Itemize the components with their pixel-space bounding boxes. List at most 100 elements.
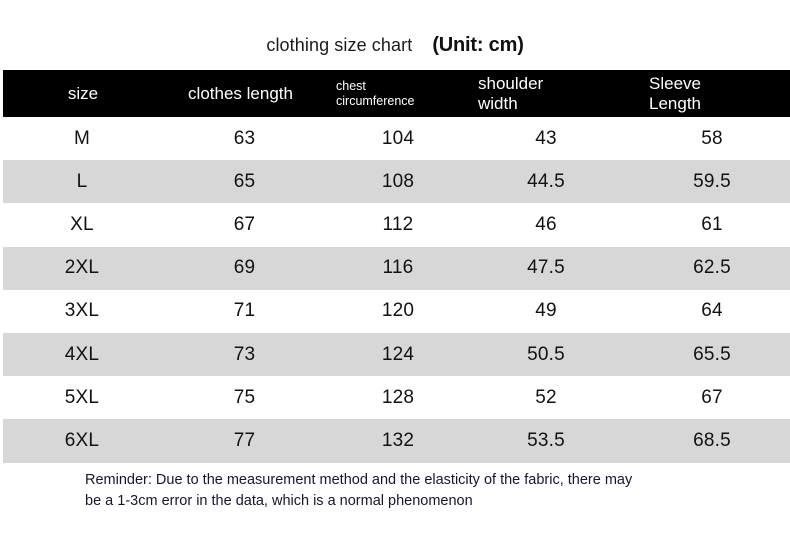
- cell-sleeve-length: 68.5: [620, 430, 790, 452]
- cell-value: 132: [381, 429, 415, 451]
- cell-value: 65.5: [693, 343, 731, 365]
- cell-value: 6XL: [64, 429, 100, 451]
- cell-size: 6XL: [3, 430, 163, 452]
- cell-shoulder-width: 49: [468, 300, 620, 322]
- cell-chest-circumference: 104: [318, 128, 468, 150]
- column-header-shoulder-width: shoulder width: [468, 74, 620, 113]
- cell-value: 61: [701, 213, 723, 235]
- cell-size: M: [3, 128, 163, 150]
- cell-chest-circumference: 112: [318, 214, 468, 236]
- cell-value: 63: [233, 127, 256, 149]
- cell-shoulder-width: 44.5: [468, 171, 620, 193]
- cell-size: 4XL: [3, 344, 163, 366]
- cell-sleeve-length: 62.5: [620, 257, 790, 279]
- cell-clothes-length: 73: [163, 344, 318, 366]
- cell-value: 59.5: [693, 170, 731, 192]
- cell-value: 112: [382, 213, 414, 235]
- cell-value: 62.5: [693, 257, 731, 279]
- column-header-chest-circumference: chest circumference: [318, 79, 468, 109]
- cell-value: 5XL: [64, 386, 100, 408]
- cell-size: XL: [3, 214, 163, 236]
- reminder-note: Reminder: Due to the measurement method …: [85, 470, 725, 511]
- table-body: M 63 104 43 58 L 65 108 44.5 59.5 XL 67 112 46 61 2XL 69…: [3, 117, 790, 463]
- cell-value: 44.5: [527, 170, 565, 192]
- table-header-row: size clothes length chest circumference …: [3, 70, 790, 117]
- cell-value: 46: [535, 213, 557, 235]
- column-header-size: size: [3, 84, 163, 104]
- cell-value: 67: [701, 386, 723, 408]
- chart-title-row: clothing size chart (Unit: cm): [0, 28, 790, 62]
- cell-value: 2XL: [64, 257, 100, 279]
- table-row: 2XL 69 116 47.5 62.5: [3, 246, 790, 290]
- cell-size: L: [3, 171, 163, 193]
- cell-clothes-length: 75: [163, 387, 318, 409]
- cell-clothes-length: 63: [163, 128, 318, 150]
- table-row: XL 67 112 46 61: [3, 203, 790, 247]
- unit-label: (Unit: cm): [432, 33, 524, 56]
- cell-value: 65: [233, 170, 256, 192]
- cell-sleeve-length: 61: [620, 214, 790, 236]
- cell-chest-circumference: 128: [318, 387, 468, 409]
- cell-value: 73: [233, 343, 256, 365]
- cell-value: 52: [535, 386, 557, 408]
- column-header-clothes-length-label: clothes length: [188, 83, 293, 103]
- column-header-shoulder-width-label: shoulder width: [478, 73, 544, 113]
- table-row: 4XL 73 124 50.5 65.5: [3, 332, 790, 377]
- column-header-sleeve-length: Sleeve Length: [620, 74, 790, 113]
- cell-value: 71: [233, 300, 256, 322]
- table-row: 6XL 77 132 53.5 68.5: [3, 419, 790, 463]
- cell-value: 120: [381, 300, 415, 322]
- cell-sleeve-length: 59.5: [620, 171, 790, 193]
- cell-value: 75: [233, 386, 256, 408]
- cell-chest-circumference: 116: [318, 257, 468, 279]
- cell-value: 3XL: [64, 300, 100, 322]
- cell-value: 77: [233, 429, 256, 451]
- cell-value: 53.5: [527, 429, 565, 451]
- cell-value: 58: [701, 127, 723, 149]
- cell-value: 47.5: [527, 257, 565, 279]
- cell-chest-circumference: 132: [318, 430, 468, 452]
- reminder-note-line-1: Reminder: Due to the measurement method …: [85, 472, 633, 488]
- cell-size: 3XL: [3, 300, 163, 322]
- cell-shoulder-width: 47.5: [468, 257, 620, 279]
- table-row: 5XL 75 128 52 67: [3, 376, 790, 420]
- cell-value: 116: [382, 257, 414, 279]
- table-row: M 63 104 43 58: [3, 117, 790, 161]
- cell-value: L: [76, 170, 88, 192]
- cell-value: XL: [70, 213, 94, 235]
- table-row: L 65 108 44.5 59.5: [3, 160, 790, 204]
- cell-chest-circumference: 120: [318, 300, 468, 322]
- cell-clothes-length: 69: [163, 257, 318, 279]
- cell-value: 67: [233, 213, 256, 235]
- column-header-clothes-length: clothes length: [163, 84, 318, 104]
- cell-sleeve-length: 65.5: [620, 344, 790, 366]
- page-title: clothing size chart: [266, 34, 413, 55]
- cell-value: 124: [381, 343, 415, 365]
- cell-value: M: [73, 127, 91, 149]
- size-table: size clothes length chest circumference …: [3, 70, 790, 463]
- cell-value: 104: [381, 127, 415, 149]
- cell-value: 50.5: [527, 343, 565, 365]
- cell-value: 128: [381, 386, 415, 408]
- cell-clothes-length: 65: [163, 171, 318, 193]
- cell-value: 108: [381, 170, 415, 192]
- cell-shoulder-width: 43: [468, 128, 620, 150]
- table-row: 3XL 71 120 49 64: [3, 289, 790, 333]
- cell-value: 64: [701, 300, 723, 322]
- cell-value: 49: [535, 300, 557, 322]
- cell-clothes-length: 67: [163, 214, 318, 236]
- cell-value: 68.5: [693, 429, 731, 451]
- column-header-sleeve-length-label: Sleeve Length: [649, 73, 701, 113]
- reminder-note-line-2: be a 1-3cm error in the data, which is a…: [85, 492, 473, 509]
- cell-value: 43: [535, 127, 557, 149]
- cell-sleeve-length: 67: [620, 387, 790, 409]
- cell-value: 69: [233, 257, 256, 279]
- cell-sleeve-length: 58: [620, 128, 790, 150]
- cell-size: 5XL: [3, 387, 163, 409]
- cell-chest-circumference: 108: [318, 171, 468, 193]
- column-header-size-label: size: [67, 83, 99, 103]
- cell-value: 4XL: [64, 343, 100, 365]
- cell-shoulder-width: 46: [468, 214, 620, 236]
- column-header-chest-circumference-label: chest circumference: [336, 78, 415, 108]
